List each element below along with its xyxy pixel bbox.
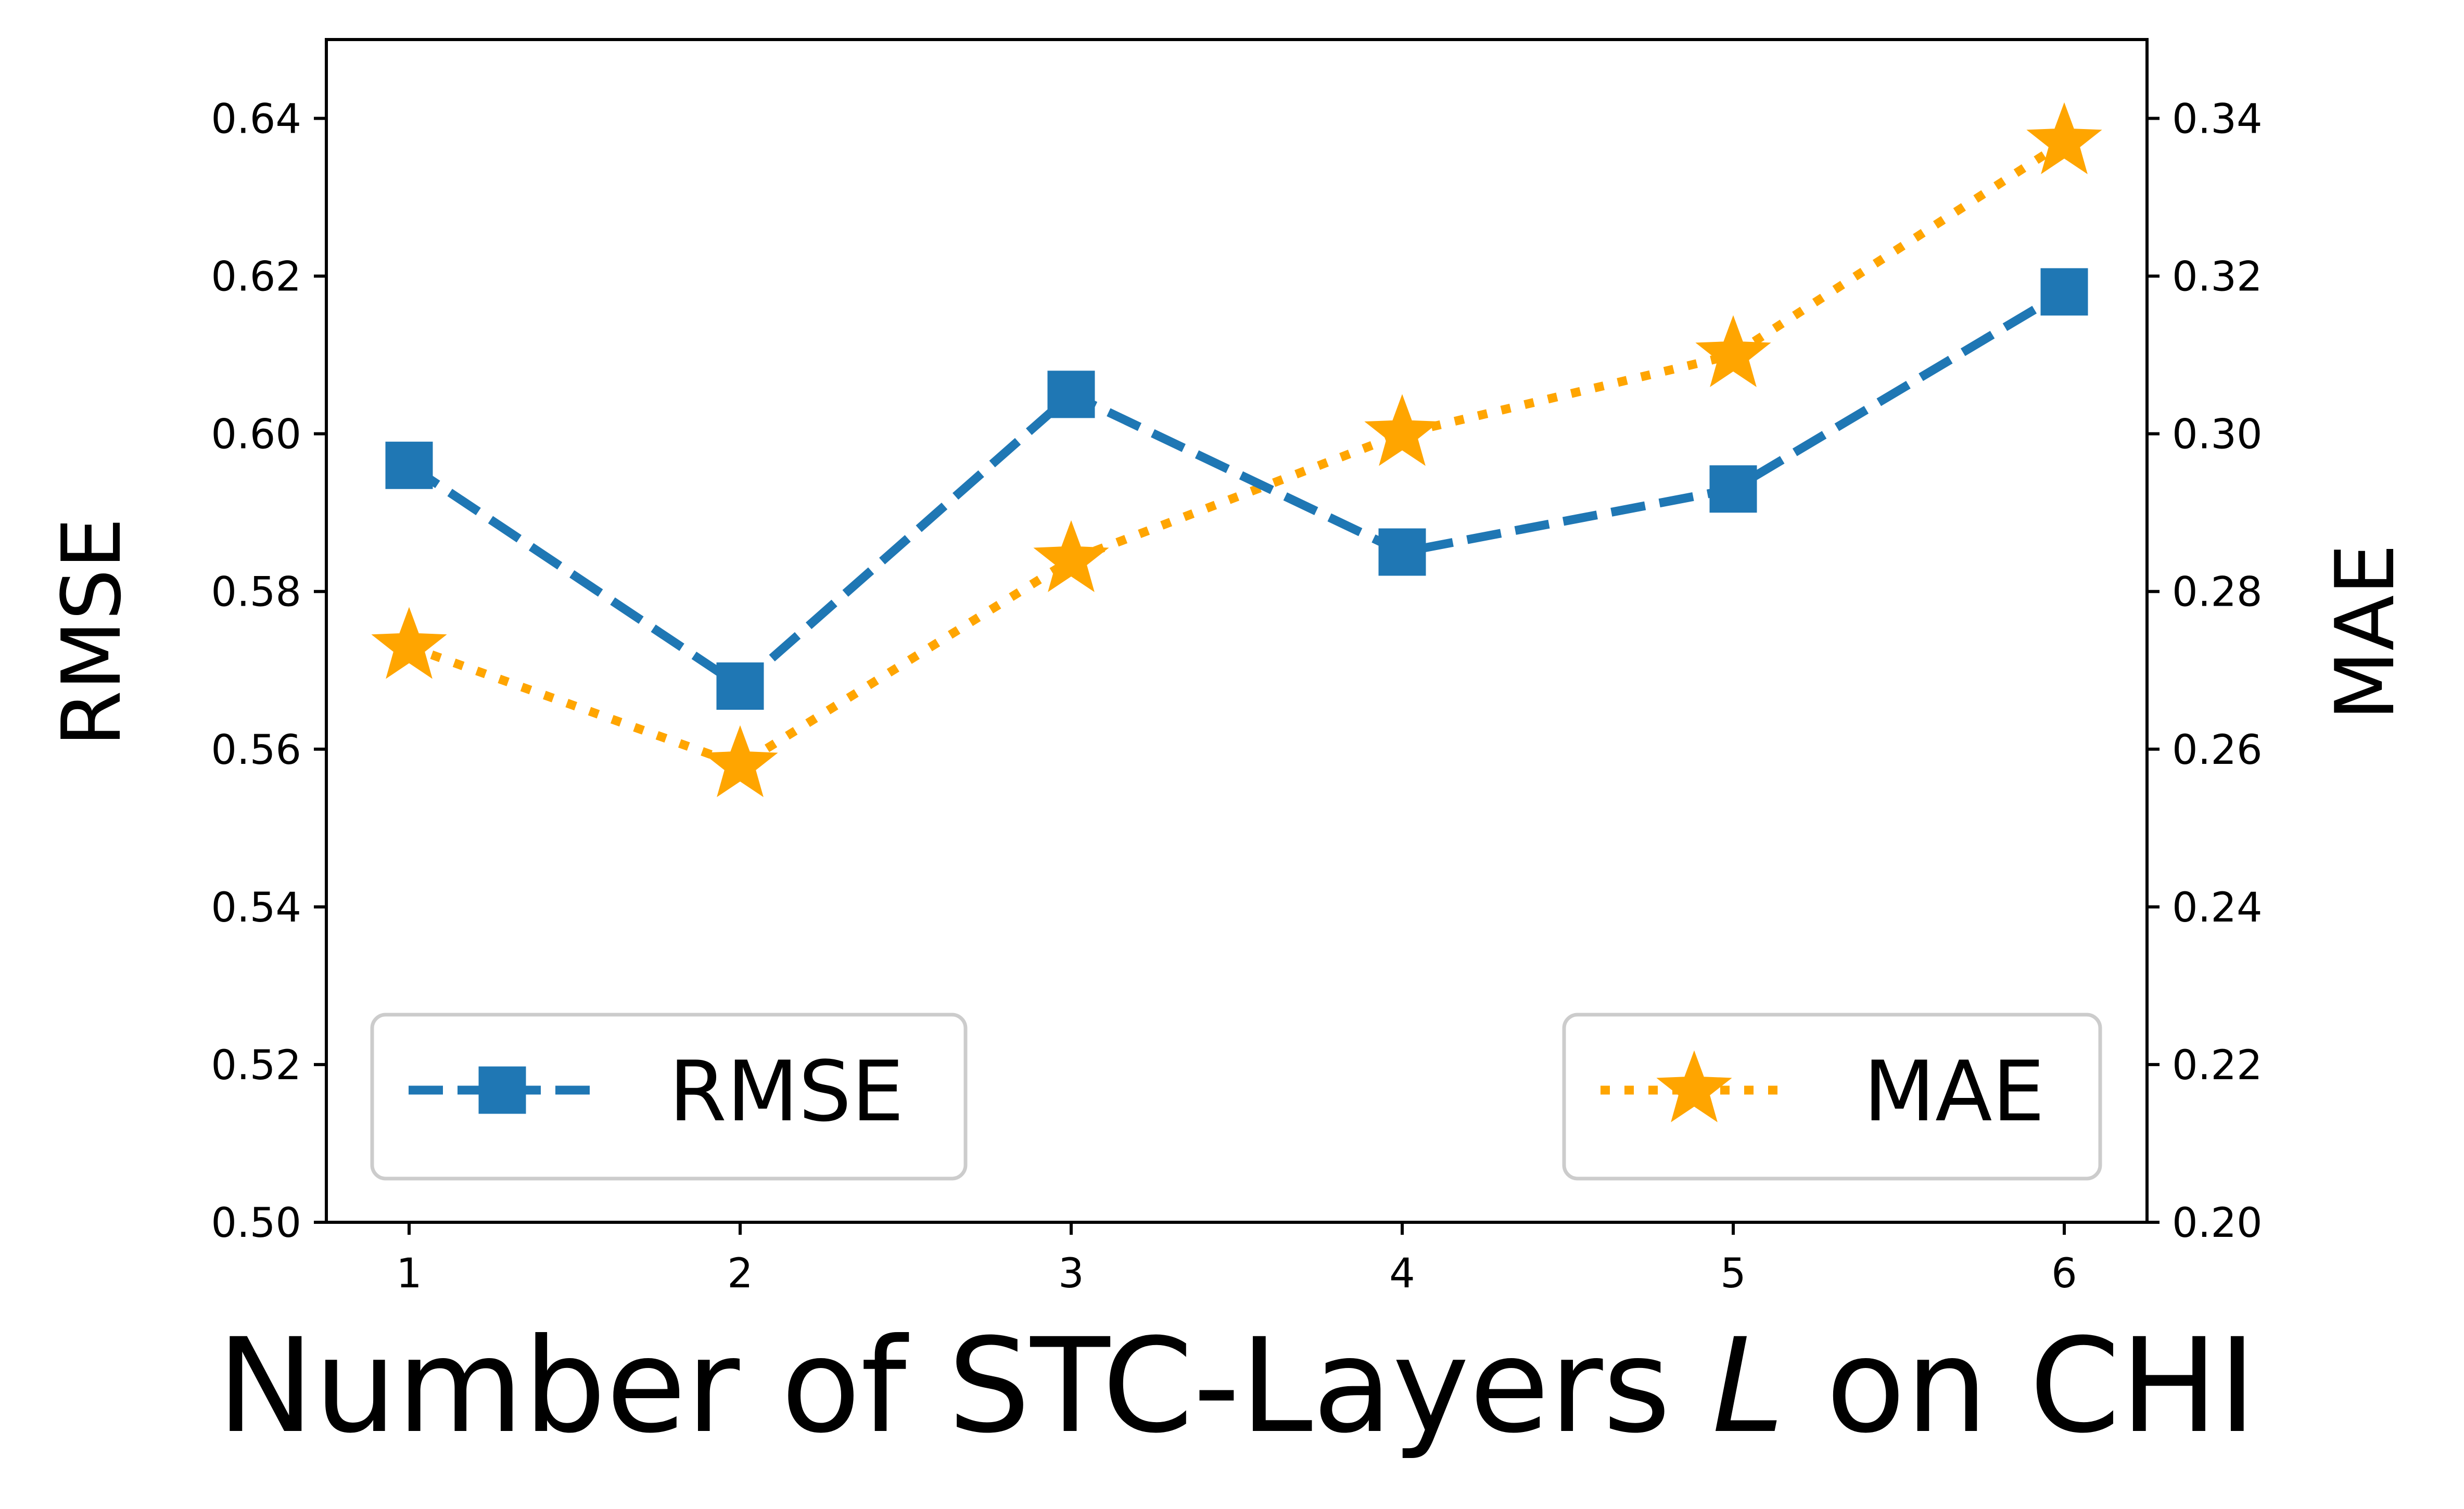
legend-rmse-box (370, 1013, 968, 1181)
data-point-rmse-5 (1709, 465, 1757, 513)
y-left-tick-label: 0.60 (211, 412, 301, 458)
axes: 1 2 3 4 5 6 0.50 0.52 0.54 0.56 0.58 0.60 0.62 0.64 0.… (211, 96, 2262, 1297)
y-right-tick-label: 0.28 (2172, 569, 2263, 616)
x-tick-label: 6 (2051, 1250, 2077, 1297)
y-left-tick-label: 0.50 (211, 1200, 301, 1247)
data-point-rmse-3 (1047, 370, 1095, 418)
data-point-mae-5 (1695, 315, 1771, 387)
legend-mae-box (1562, 1013, 2102, 1181)
x-axis-title-variable: L (1712, 1310, 1784, 1462)
legend-mae-label: MAE (1863, 1043, 2045, 1140)
legend-rmse-marker-shape (478, 1066, 526, 1114)
plot-marks (371, 102, 2102, 797)
legend-rmse-label: RMSE (669, 1043, 904, 1140)
data-point-mae-6 (2026, 102, 2102, 174)
y-right-tick-label: 0.24 (2172, 885, 2263, 931)
x-axis-title: Number of STC-Layers L on CHI (217, 1310, 2256, 1462)
y-left-tick-label: 0.64 (211, 96, 301, 143)
y-right-tick-label: 0.30 (2172, 412, 2263, 458)
y-left-tick-label: 0.54 (211, 885, 301, 931)
x-axis-title-suffix: on CHI (1826, 1310, 2256, 1462)
y-left-tick-label: 0.52 (211, 1042, 301, 1089)
y-left-tick-label: 0.56 (211, 727, 301, 774)
data-point-mae-2 (702, 725, 778, 797)
legend-mae: MAE (1562, 1013, 2102, 1181)
data-point-mae-1 (371, 607, 447, 679)
legend-rmse-marker (478, 1066, 526, 1114)
y-left-tick-label: 0.58 (211, 569, 301, 616)
legend-rmse: RMSE (370, 1013, 968, 1181)
data-point-mae-3 (1033, 520, 1109, 592)
y-right-tick-label: 0.34 (2172, 96, 2263, 143)
legend-mae-marker (1656, 1050, 1732, 1122)
x-tick-label: 5 (1720, 1250, 1746, 1297)
y-right-tick-label: 0.32 (2172, 254, 2263, 301)
y-right-tick-label: 0.20 (2172, 1200, 2263, 1247)
y-right-tick-label: 0.26 (2172, 727, 2263, 774)
x-tick-label: 1 (396, 1250, 422, 1297)
plot-area (325, 38, 2149, 1224)
y-axis-right-title: MAE (2318, 544, 2412, 721)
data-point-rmse-4 (1378, 528, 1426, 576)
y-right-tick-label: 0.22 (2172, 1042, 2263, 1089)
x-axis-title-main: Number of STC-Layers (217, 1310, 1671, 1462)
x-tick-label: 4 (1389, 1250, 1415, 1297)
y-axis-left-title: RMSE (44, 518, 139, 747)
data-point-rmse-1 (385, 441, 433, 489)
series-line-mae (408, 138, 2067, 770)
x-tick-label: 3 (1058, 1250, 1084, 1297)
data-point-rmse-6 (2040, 268, 2088, 316)
data-point-mae-4 (1364, 394, 1440, 466)
y-left-tick-label: 0.62 (211, 254, 301, 301)
data-point-rmse-2 (716, 662, 764, 710)
legend-mae-marker-shape (1656, 1050, 1732, 1122)
x-tick-label: 2 (727, 1250, 753, 1297)
